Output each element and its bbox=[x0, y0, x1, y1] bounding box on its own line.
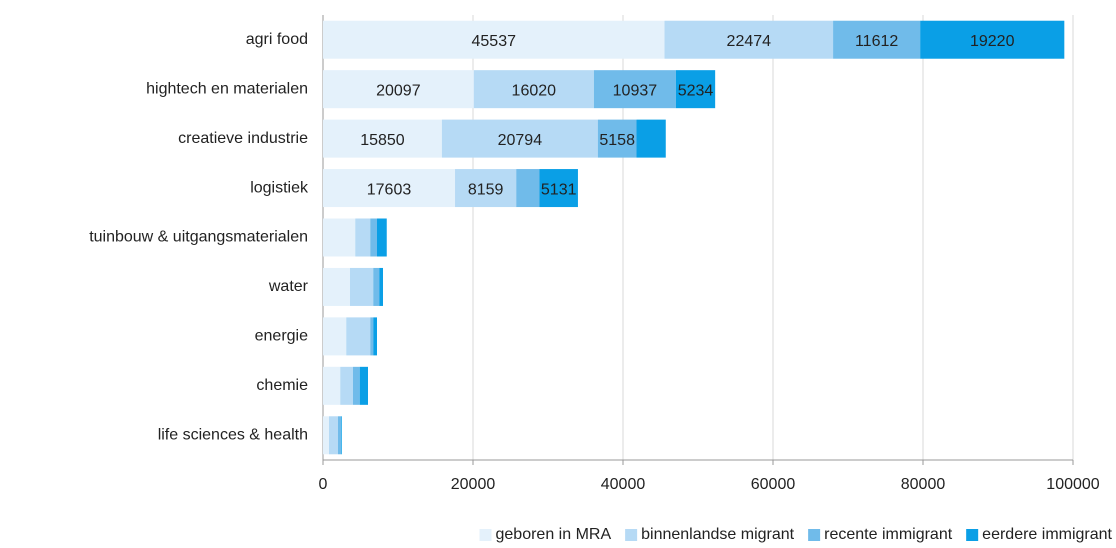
data-label: 22474 bbox=[727, 33, 772, 50]
data-label: 17603 bbox=[367, 181, 412, 198]
bar-segment bbox=[664, 20, 834, 59]
data-label: 20097 bbox=[376, 82, 421, 99]
legend-label: geboren in MRA bbox=[496, 526, 612, 543]
x-tick-label: 100000 bbox=[1046, 476, 1099, 493]
legend-swatch bbox=[479, 529, 492, 541]
data-label: 16020 bbox=[512, 82, 557, 99]
bar-segment bbox=[323, 267, 350, 306]
bar-segment bbox=[323, 70, 474, 109]
y-tick-label: hightech en materialen bbox=[146, 80, 308, 97]
y-tick-label: energie bbox=[255, 328, 308, 345]
bar-segment bbox=[353, 366, 360, 405]
bar-segment bbox=[441, 119, 598, 158]
y-tick-label: water bbox=[268, 278, 309, 295]
bar-segment bbox=[377, 218, 387, 257]
bar-segment bbox=[323, 416, 329, 455]
y-tick-label: agri food bbox=[246, 31, 308, 48]
data-label: 19220 bbox=[970, 33, 1015, 50]
data-label: 5158 bbox=[599, 132, 635, 149]
bar-segment bbox=[340, 366, 353, 405]
bar-segment bbox=[516, 169, 540, 208]
legend-swatch bbox=[625, 529, 638, 541]
bar-segment bbox=[323, 218, 356, 257]
x-tick-label: 60000 bbox=[751, 476, 796, 493]
bar-segment bbox=[539, 169, 578, 208]
bar-segment bbox=[636, 119, 666, 158]
data-label: 5131 bbox=[541, 181, 577, 198]
legend-label: binnenlandse migrant bbox=[641, 526, 795, 543]
bar-segment bbox=[329, 416, 338, 455]
data-label: 10937 bbox=[613, 82, 658, 99]
bar-segment bbox=[359, 366, 368, 405]
y-tick-label: life sciences & health bbox=[158, 426, 308, 443]
legend-label: recente immigrant bbox=[824, 526, 953, 543]
bar-segment bbox=[473, 70, 594, 109]
x-tick-label: 80000 bbox=[901, 476, 946, 493]
bar-segment bbox=[323, 366, 341, 405]
bar-segment bbox=[323, 20, 665, 59]
bar-segment bbox=[597, 119, 637, 158]
y-tick-label: tuinbouw & uitgangsmaterialen bbox=[89, 229, 308, 246]
data-label: 20794 bbox=[498, 132, 543, 149]
bar-segment bbox=[593, 70, 676, 109]
y-tick-label: creatieve industrie bbox=[178, 130, 308, 147]
data-label: 11612 bbox=[855, 33, 898, 50]
data-label: 5234 bbox=[678, 82, 714, 99]
bar-segment bbox=[373, 267, 380, 306]
bar-segment bbox=[341, 416, 342, 455]
data-label: 15850 bbox=[360, 132, 405, 149]
bar-segment bbox=[323, 119, 442, 158]
bar-segment bbox=[355, 218, 371, 257]
bar-segment bbox=[323, 169, 456, 208]
legend-swatch bbox=[808, 529, 821, 541]
x-tick-label: 40000 bbox=[601, 476, 646, 493]
bar-segment bbox=[370, 218, 377, 257]
legend-label: eerdere immigrant bbox=[982, 526, 1112, 543]
bar-segment bbox=[370, 317, 374, 356]
bar-segment bbox=[346, 317, 371, 356]
x-tick-label: 0 bbox=[319, 476, 328, 493]
data-label: 45537 bbox=[472, 33, 517, 50]
y-tick-label: chemie bbox=[256, 377, 308, 394]
bar-segment bbox=[920, 20, 1065, 59]
bar-segment bbox=[455, 169, 517, 208]
bar-segment bbox=[373, 317, 377, 356]
bar-segment bbox=[338, 416, 341, 455]
bar-segment bbox=[675, 70, 716, 109]
y-tick-label: logistiek bbox=[250, 179, 309, 196]
bar-segment bbox=[379, 267, 383, 306]
bar-segment bbox=[833, 20, 921, 59]
bar-segment bbox=[323, 317, 347, 356]
x-tick-label: 20000 bbox=[451, 476, 496, 493]
legend-swatch bbox=[966, 529, 979, 541]
data-label: 8159 bbox=[468, 181, 504, 198]
bar-segment bbox=[350, 267, 374, 306]
